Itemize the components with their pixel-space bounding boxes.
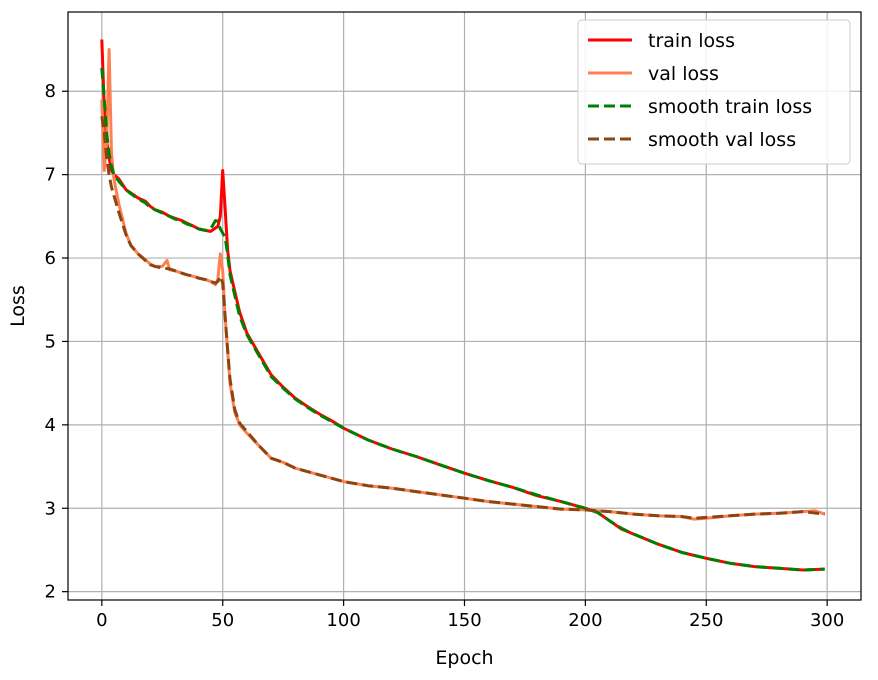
y-tick-label: 6 <box>45 248 56 269</box>
y-tick-label: 8 <box>45 81 56 102</box>
y-tick-label: 2 <box>45 582 56 603</box>
x-tick-label: 100 <box>326 610 360 631</box>
x-tick-label: 150 <box>447 610 481 631</box>
y-tick-label: 4 <box>45 415 56 436</box>
legend: train loss val loss smooth train loss smoot… <box>577 19 851 165</box>
y-axis-ticks: 2 3 4 5 6 7 8 <box>45 81 68 603</box>
y-tick-label: 7 <box>45 165 56 186</box>
x-axis-label: Epoch <box>435 647 493 669</box>
y-axis-label: Loss <box>7 285 29 327</box>
legend-label: val loss <box>648 63 719 85</box>
x-tick-label: 50 <box>211 610 234 631</box>
x-tick-label: 250 <box>689 610 723 631</box>
x-axis-ticks: 0 50 100 150 200 250 300 <box>96 600 844 631</box>
x-tick-label: 300 <box>810 610 844 631</box>
x-tick-label: 0 <box>96 610 107 631</box>
y-tick-label: 3 <box>45 498 56 519</box>
y-tick-label: 5 <box>45 331 56 352</box>
series-line-smooth-train-loss <box>100 67 825 572</box>
x-tick-label: 200 <box>568 610 602 631</box>
legend-label: smooth train loss <box>648 96 812 118</box>
legend-label: train loss <box>648 30 735 52</box>
series-line-smooth-val-loss <box>100 116 825 520</box>
legend-label: smooth val loss <box>648 129 796 151</box>
series-lines <box>100 39 826 572</box>
legend-box <box>577 19 851 165</box>
